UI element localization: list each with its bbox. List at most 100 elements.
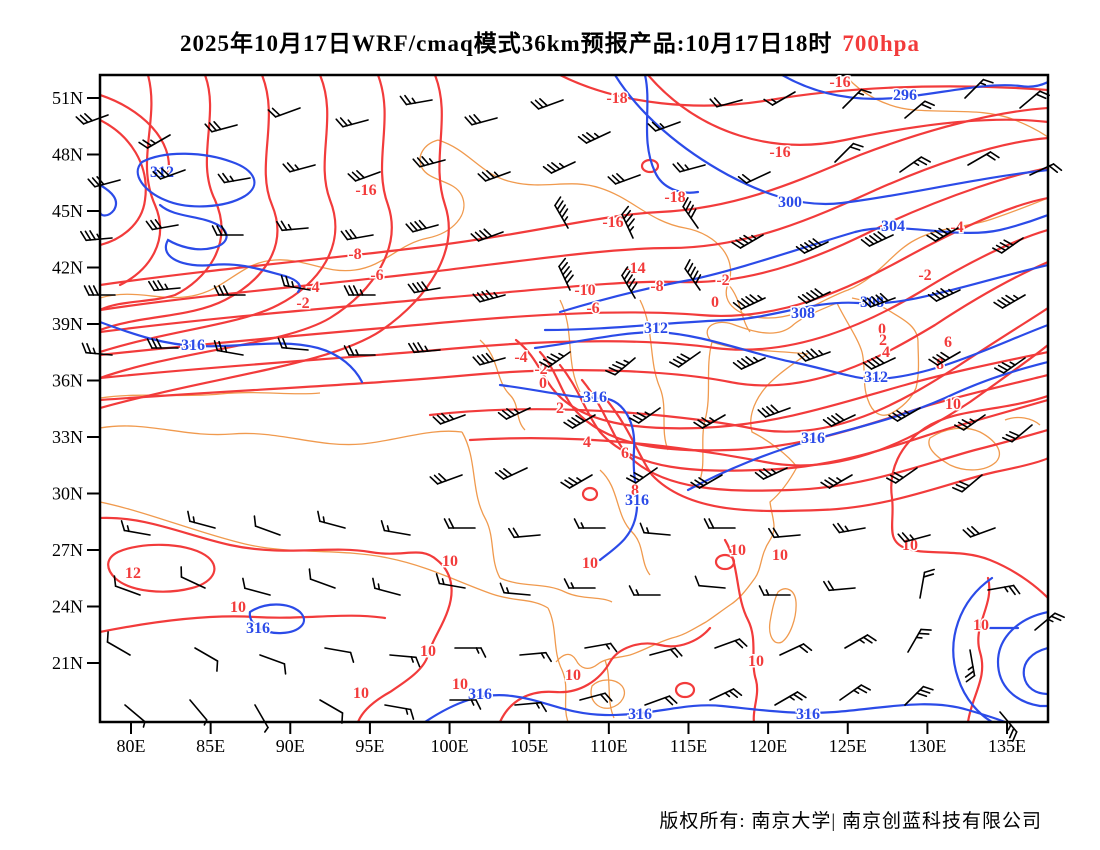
contour-label-blue: 316 [796,706,820,723]
contour-label-red: 10 [973,617,989,634]
contour-label-red: 2 [879,332,887,349]
wind-barb-icon [213,285,246,296]
contour-label-red: 10 [730,542,746,559]
wind-barb-icon [927,288,961,302]
wind-barb-icon [797,348,831,362]
wind-barb-icon [211,225,244,236]
wind-barb-icon [907,628,932,653]
wind-barb-icon [254,704,269,733]
lon-label: 125E [829,736,867,756]
contour-label-red: -8 [348,246,361,263]
lat-label: 36N [52,371,83,391]
wind-barb-icon [899,156,931,173]
wind-barb-icon [282,162,316,173]
wind-barb-icon [1002,424,1033,443]
contour-label-blue: 316 [625,492,649,509]
lat-label: 51N [52,88,83,108]
contour-label-red: -4 [514,349,527,366]
wind-barb-icon [1019,90,1050,109]
wind-barb-icon [429,473,463,485]
wind-barb-icon [187,510,216,529]
wind-barb-icon [628,585,661,596]
contour-label-red: 10 [420,643,436,660]
wind-barb-icon [822,413,856,427]
wind-barb-icon [539,351,571,368]
lon-label: 105E [510,736,548,756]
wind-barb-icon [563,578,596,589]
wind-barb-icon [443,518,476,529]
wind-barb-icon [919,568,935,599]
wind-barb-icon [987,584,1021,596]
wind-barb-icon [577,131,611,144]
wind-barb-icon [779,643,813,656]
contour-label-red: -18 [606,90,627,107]
wind-barb-icon [267,107,301,118]
wind-barb-icon [146,338,179,349]
forecast-title-text: 2025年10月17日WRF/cmaq模式36km预报产品:10月17日18时 [180,31,833,56]
wind-barb-icon [962,526,996,538]
wind-barb-icon [897,532,931,543]
contour-label-red: 10 [442,553,458,570]
contour-label-red: 6 [621,445,629,462]
wind-barb-icon [904,685,934,706]
wind-barb-icon [213,340,244,356]
wind-barb-icon [964,649,976,683]
contour-label-red: 10 [582,555,598,572]
wind-barbs [75,78,1065,742]
wind-barb-icon [605,357,636,376]
wind-barb-icon [644,695,678,706]
wind-barb-icon [844,634,877,649]
lat-label: 42N [52,258,83,278]
wind-barb-icon [584,642,618,653]
wind-barb-icon [530,98,564,110]
wind-barb-icon [758,585,791,596]
contour-label-blue: 316 [628,706,652,723]
contour-label-red: 0 [711,294,719,311]
wind-barb-icon [682,197,699,229]
wind-barb-icon [152,168,186,180]
contour-label-blue: 304 [881,218,905,235]
wind-barb-icon [928,351,961,366]
wind-barb-icon [672,162,706,173]
lon-label: 120E [749,736,787,756]
wind-barb-icon [319,699,344,724]
wind-barb-icon [820,474,853,489]
lat-label: 21N [52,653,83,673]
map-axes: 51N 48N 45N 42N 39N 36N 33N 30N 27N 24N 21N 80E 85E 9… [52,88,1026,756]
contour-label-red: -16 [829,74,850,91]
contour-label-blue: 316 [583,389,607,406]
contour-label-red: 10 [565,667,581,684]
wind-barb-icon [768,527,801,539]
contour-label-red: 10 [353,685,369,702]
wind-barb-icon [834,142,864,163]
contour-label-red: -2 [716,272,729,289]
contour-label-blue: 316 [801,430,825,447]
wind-barb-icon [737,171,771,184]
wind-barb-icon [343,285,376,296]
wind-barb-icon [470,228,504,242]
contour-label-red: -16 [355,182,376,199]
wind-barb-icon [629,407,661,424]
contour-label-blue: 296 [893,87,917,104]
wind-barb-icon [886,467,918,484]
wind-barb-icon [832,522,866,534]
wind-barb-icon [347,170,381,182]
contour-label-red: -6 [370,267,383,284]
wind-barb-icon [106,631,131,656]
lat-label: 48N [52,145,83,165]
contour-label-red: -16 [602,214,623,231]
wind-barb-icon [560,474,593,489]
wind-barb-icon [277,337,309,351]
wind-barb-icon [113,575,141,596]
contour-labels: -18-16-16-18-16-16-8-6-4-2-14-10 -8-6-20-… [124,73,991,725]
wind-barb-icon [253,515,281,536]
wind-barb-icon [494,467,528,480]
wind-barb-icon [280,275,311,291]
wind-barb-icon [626,467,658,484]
wind-barb-icon [324,647,355,663]
wind-barb-icon [124,704,146,728]
contour-label-red: -4 [950,219,963,236]
wind-barb-icon [669,351,701,368]
wind-barb-icon [384,704,415,720]
